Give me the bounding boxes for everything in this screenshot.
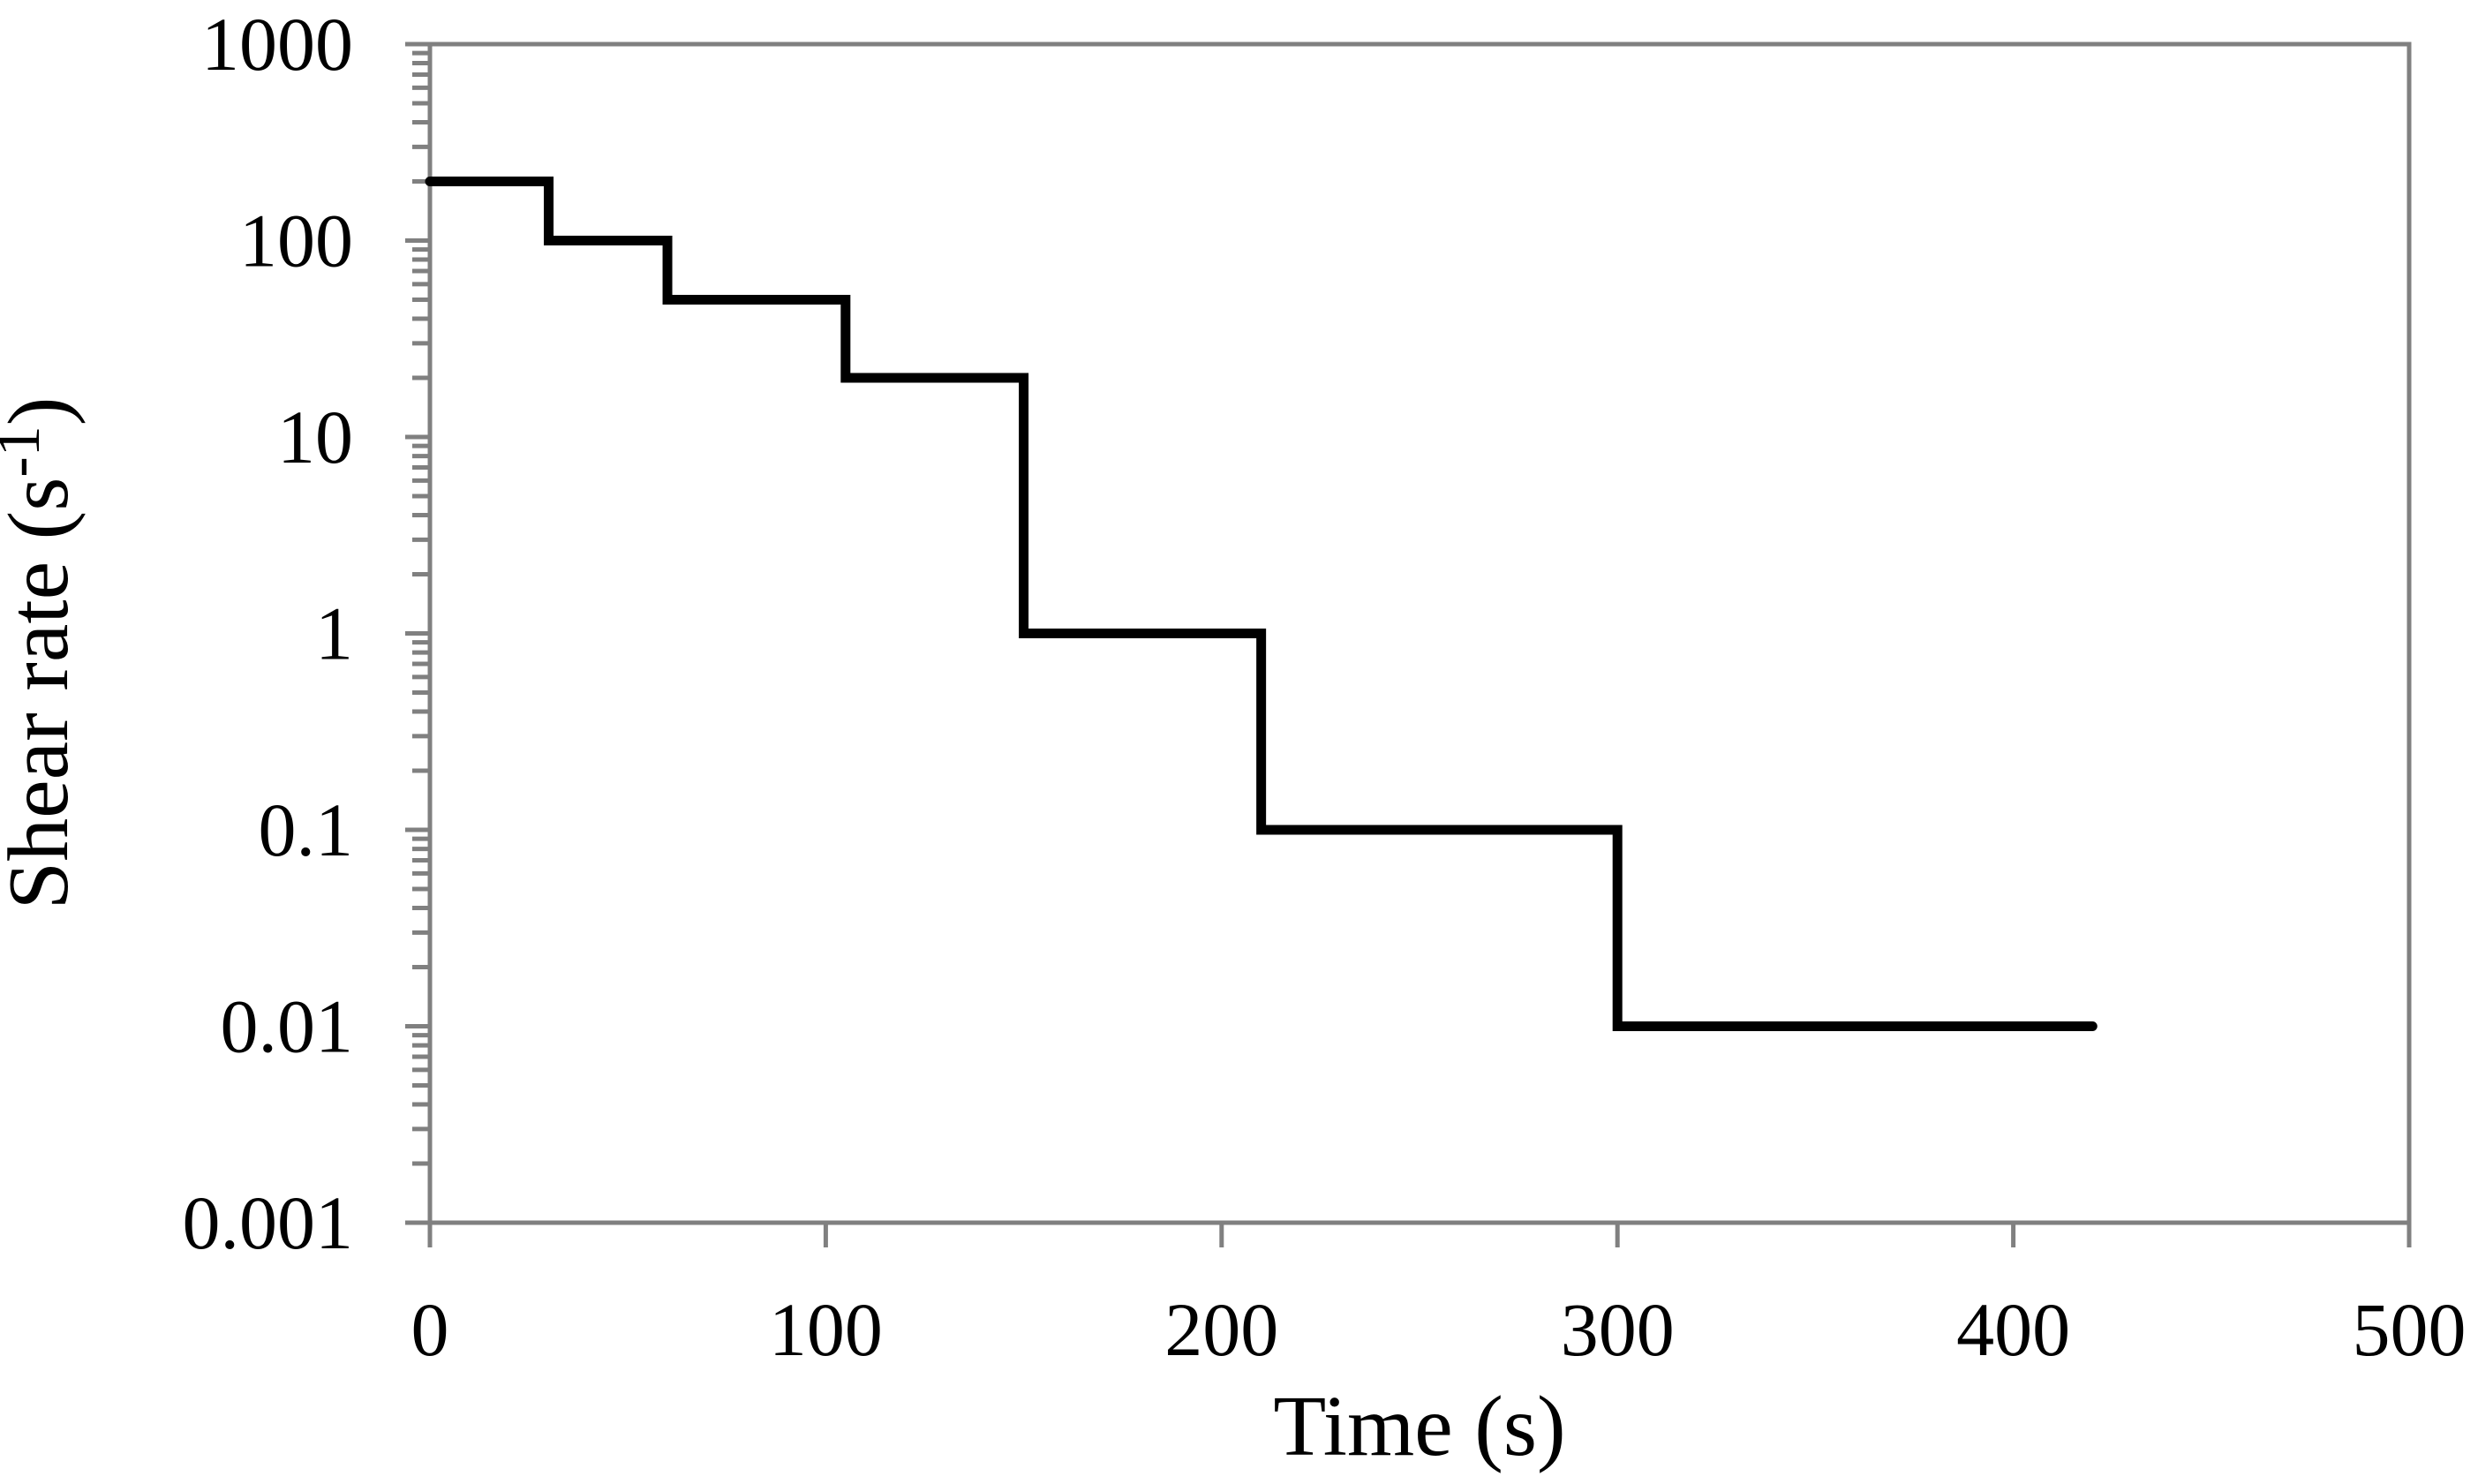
tick-labels-group: 1000 100 10 1 0.1 0.01 0.001 0 100 200 300 400 500 (183, 2, 2467, 1372)
plot-frame (427, 41, 2412, 1225)
y-title-close: ) (0, 397, 87, 426)
y-tick-label: 0.01 (221, 984, 354, 1069)
y-tick-label: 10 (277, 395, 353, 479)
x-tick-label: 200 (1164, 1287, 1278, 1372)
x-tick-label: 500 (2353, 1287, 2467, 1372)
y-tick-label: 1 (315, 591, 353, 676)
y-axis-title: Shear rate (s-1) (0, 397, 87, 910)
y-tick-label: 1000 (201, 2, 353, 87)
y-tick-label: 0.001 (183, 1180, 354, 1265)
x-tick-label: 100 (769, 1287, 883, 1372)
axis-ticks-group (405, 41, 2412, 1247)
x-tick-label: 0 (411, 1287, 449, 1372)
x-axis-title: Time (s) (1273, 1379, 1565, 1474)
x-tick-label: 400 (1956, 1287, 2070, 1372)
plot-frame-group (427, 41, 2412, 1225)
y-title-base: Shear rate (s (0, 478, 87, 910)
x-tick-label: 300 (1561, 1287, 1675, 1372)
y-title-superscript: -1 (0, 426, 53, 477)
data-series-group (425, 177, 2098, 1031)
y-tick-label: 100 (239, 199, 353, 283)
shear-rate-step-line (425, 177, 2098, 1031)
y-tick-label: 0.1 (259, 787, 354, 872)
